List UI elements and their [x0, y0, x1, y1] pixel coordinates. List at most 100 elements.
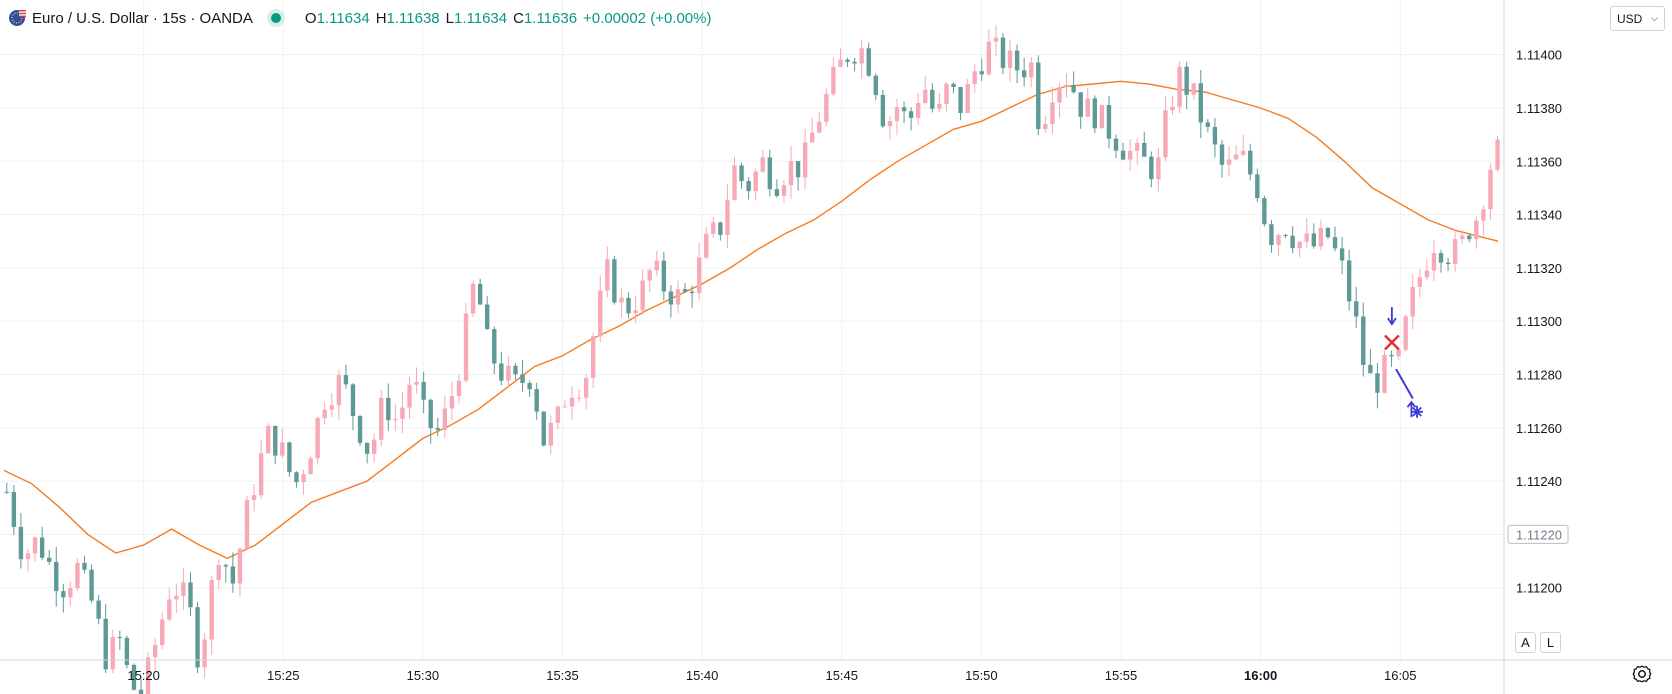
candle-body[interactable]	[371, 439, 377, 454]
candle[interactable]	[386, 383, 391, 431]
candle[interactable]	[1226, 146, 1232, 177]
candle-body[interactable]	[39, 537, 45, 558]
candle-body[interactable]	[1368, 364, 1373, 374]
candle[interactable]	[1212, 117, 1218, 158]
candle-body[interactable]	[696, 257, 702, 294]
candle-body[interactable]	[923, 89, 928, 104]
candle-body[interactable]	[428, 399, 433, 429]
candle[interactable]	[894, 98, 900, 136]
candle[interactable]	[301, 469, 306, 495]
candle-body[interactable]	[463, 313, 469, 381]
candle-body[interactable]	[1170, 106, 1175, 111]
candle[interactable]	[548, 415, 553, 455]
candle[interactable]	[859, 39, 864, 79]
candle-body[interactable]	[89, 569, 94, 601]
candle-body[interactable]	[569, 397, 575, 407]
candle-body[interactable]	[273, 425, 278, 456]
candle[interactable]	[993, 24, 999, 57]
candle-body[interactable]	[124, 637, 130, 665]
candle[interactable]	[463, 303, 469, 384]
candle-body[interactable]	[25, 553, 31, 560]
candle[interactable]	[591, 332, 596, 389]
candle-body[interactable]	[435, 428, 440, 430]
candle[interactable]	[82, 555, 87, 574]
candle-body[interactable]	[753, 171, 758, 192]
candle-body[interactable]	[477, 283, 483, 305]
candle[interactable]	[1127, 139, 1133, 171]
candle-body[interactable]	[583, 378, 589, 398]
candle[interactable]	[640, 269, 645, 315]
candle[interactable]	[1311, 223, 1317, 249]
candle[interactable]	[152, 638, 158, 671]
candle[interactable]	[1382, 350, 1387, 394]
candle-body[interactable]	[1269, 224, 1274, 245]
candle-body[interactable]	[1346, 260, 1352, 302]
candle-body[interactable]	[216, 564, 221, 580]
candle-body[interactable]	[301, 474, 306, 483]
candle[interactable]	[689, 285, 695, 308]
candle-body[interactable]	[1283, 234, 1288, 236]
candle-body[interactable]	[167, 599, 172, 620]
candle[interactable]	[1269, 219, 1274, 253]
candle[interactable]	[668, 285, 674, 318]
candle-body[interactable]	[1474, 220, 1479, 240]
candle[interactable]	[781, 180, 787, 203]
candle-body[interactable]	[1014, 50, 1020, 71]
candle-body[interactable]	[506, 365, 511, 381]
candle[interactable]	[1007, 39, 1013, 82]
candle[interactable]	[951, 82, 956, 94]
candle-body[interactable]	[82, 562, 87, 570]
candle[interactable]	[237, 546, 243, 597]
candles-layer[interactable]	[4, 24, 1500, 694]
candle[interactable]	[1318, 219, 1324, 251]
candle-body[interactable]	[364, 442, 370, 454]
candle-body[interactable]	[520, 374, 525, 384]
candle-body[interactable]	[689, 291, 695, 294]
time-axis[interactable]: 15:20 15:25 15:30 15:35 15:40 15:45 15:50 15:55…	[0, 659, 1672, 683]
candle-body[interactable]	[1021, 70, 1027, 78]
candle[interactable]	[1368, 349, 1373, 374]
candle-body[interactable]	[1424, 270, 1430, 278]
candle-body[interactable]	[407, 384, 412, 408]
candle[interactable]	[1135, 138, 1140, 165]
candle-body[interactable]	[1226, 159, 1232, 165]
candle-body[interactable]	[1099, 104, 1105, 129]
candle[interactable]	[555, 405, 561, 430]
candle-body[interactable]	[1438, 253, 1444, 263]
candle[interactable]	[1191, 83, 1196, 100]
candle[interactable]	[1071, 71, 1076, 94]
candle[interactable]	[138, 678, 144, 694]
candle[interactable]	[1092, 95, 1098, 134]
candle-body[interactable]	[280, 442, 285, 456]
candle-body[interactable]	[562, 406, 568, 408]
candle[interactable]	[39, 526, 45, 561]
candle[interactable]	[251, 483, 257, 512]
candle[interactable]	[1283, 233, 1288, 239]
candle[interactable]	[506, 356, 511, 387]
candle-body[interactable]	[152, 645, 158, 658]
candle-body[interactable]	[675, 289, 681, 305]
candle-body[interactable]	[1029, 62, 1034, 78]
candle-body[interactable]	[725, 199, 730, 235]
candle[interactable]	[1403, 314, 1408, 352]
candle[interactable]	[930, 83, 935, 113]
candle[interactable]	[972, 64, 977, 93]
candle[interactable]	[1375, 363, 1380, 409]
candle-body[interactable]	[810, 132, 815, 143]
candle[interactable]	[527, 380, 532, 397]
candle[interactable]	[1233, 145, 1239, 161]
candle[interactable]	[449, 381, 455, 421]
candle-body[interactable]	[174, 595, 179, 600]
candle-body[interactable]	[1255, 174, 1260, 199]
candle[interactable]	[866, 42, 871, 78]
candle[interactable]	[612, 255, 617, 305]
candle[interactable]	[1452, 230, 1458, 273]
candle[interactable]	[181, 567, 186, 610]
candle-body[interactable]	[1332, 237, 1338, 249]
candle-body[interactable]	[852, 61, 857, 64]
candle[interactable]	[202, 633, 207, 679]
candle-body[interactable]	[1396, 349, 1401, 357]
candle[interactable]	[25, 548, 31, 572]
candle[interactable]	[280, 428, 285, 458]
candle[interactable]	[1304, 218, 1309, 249]
